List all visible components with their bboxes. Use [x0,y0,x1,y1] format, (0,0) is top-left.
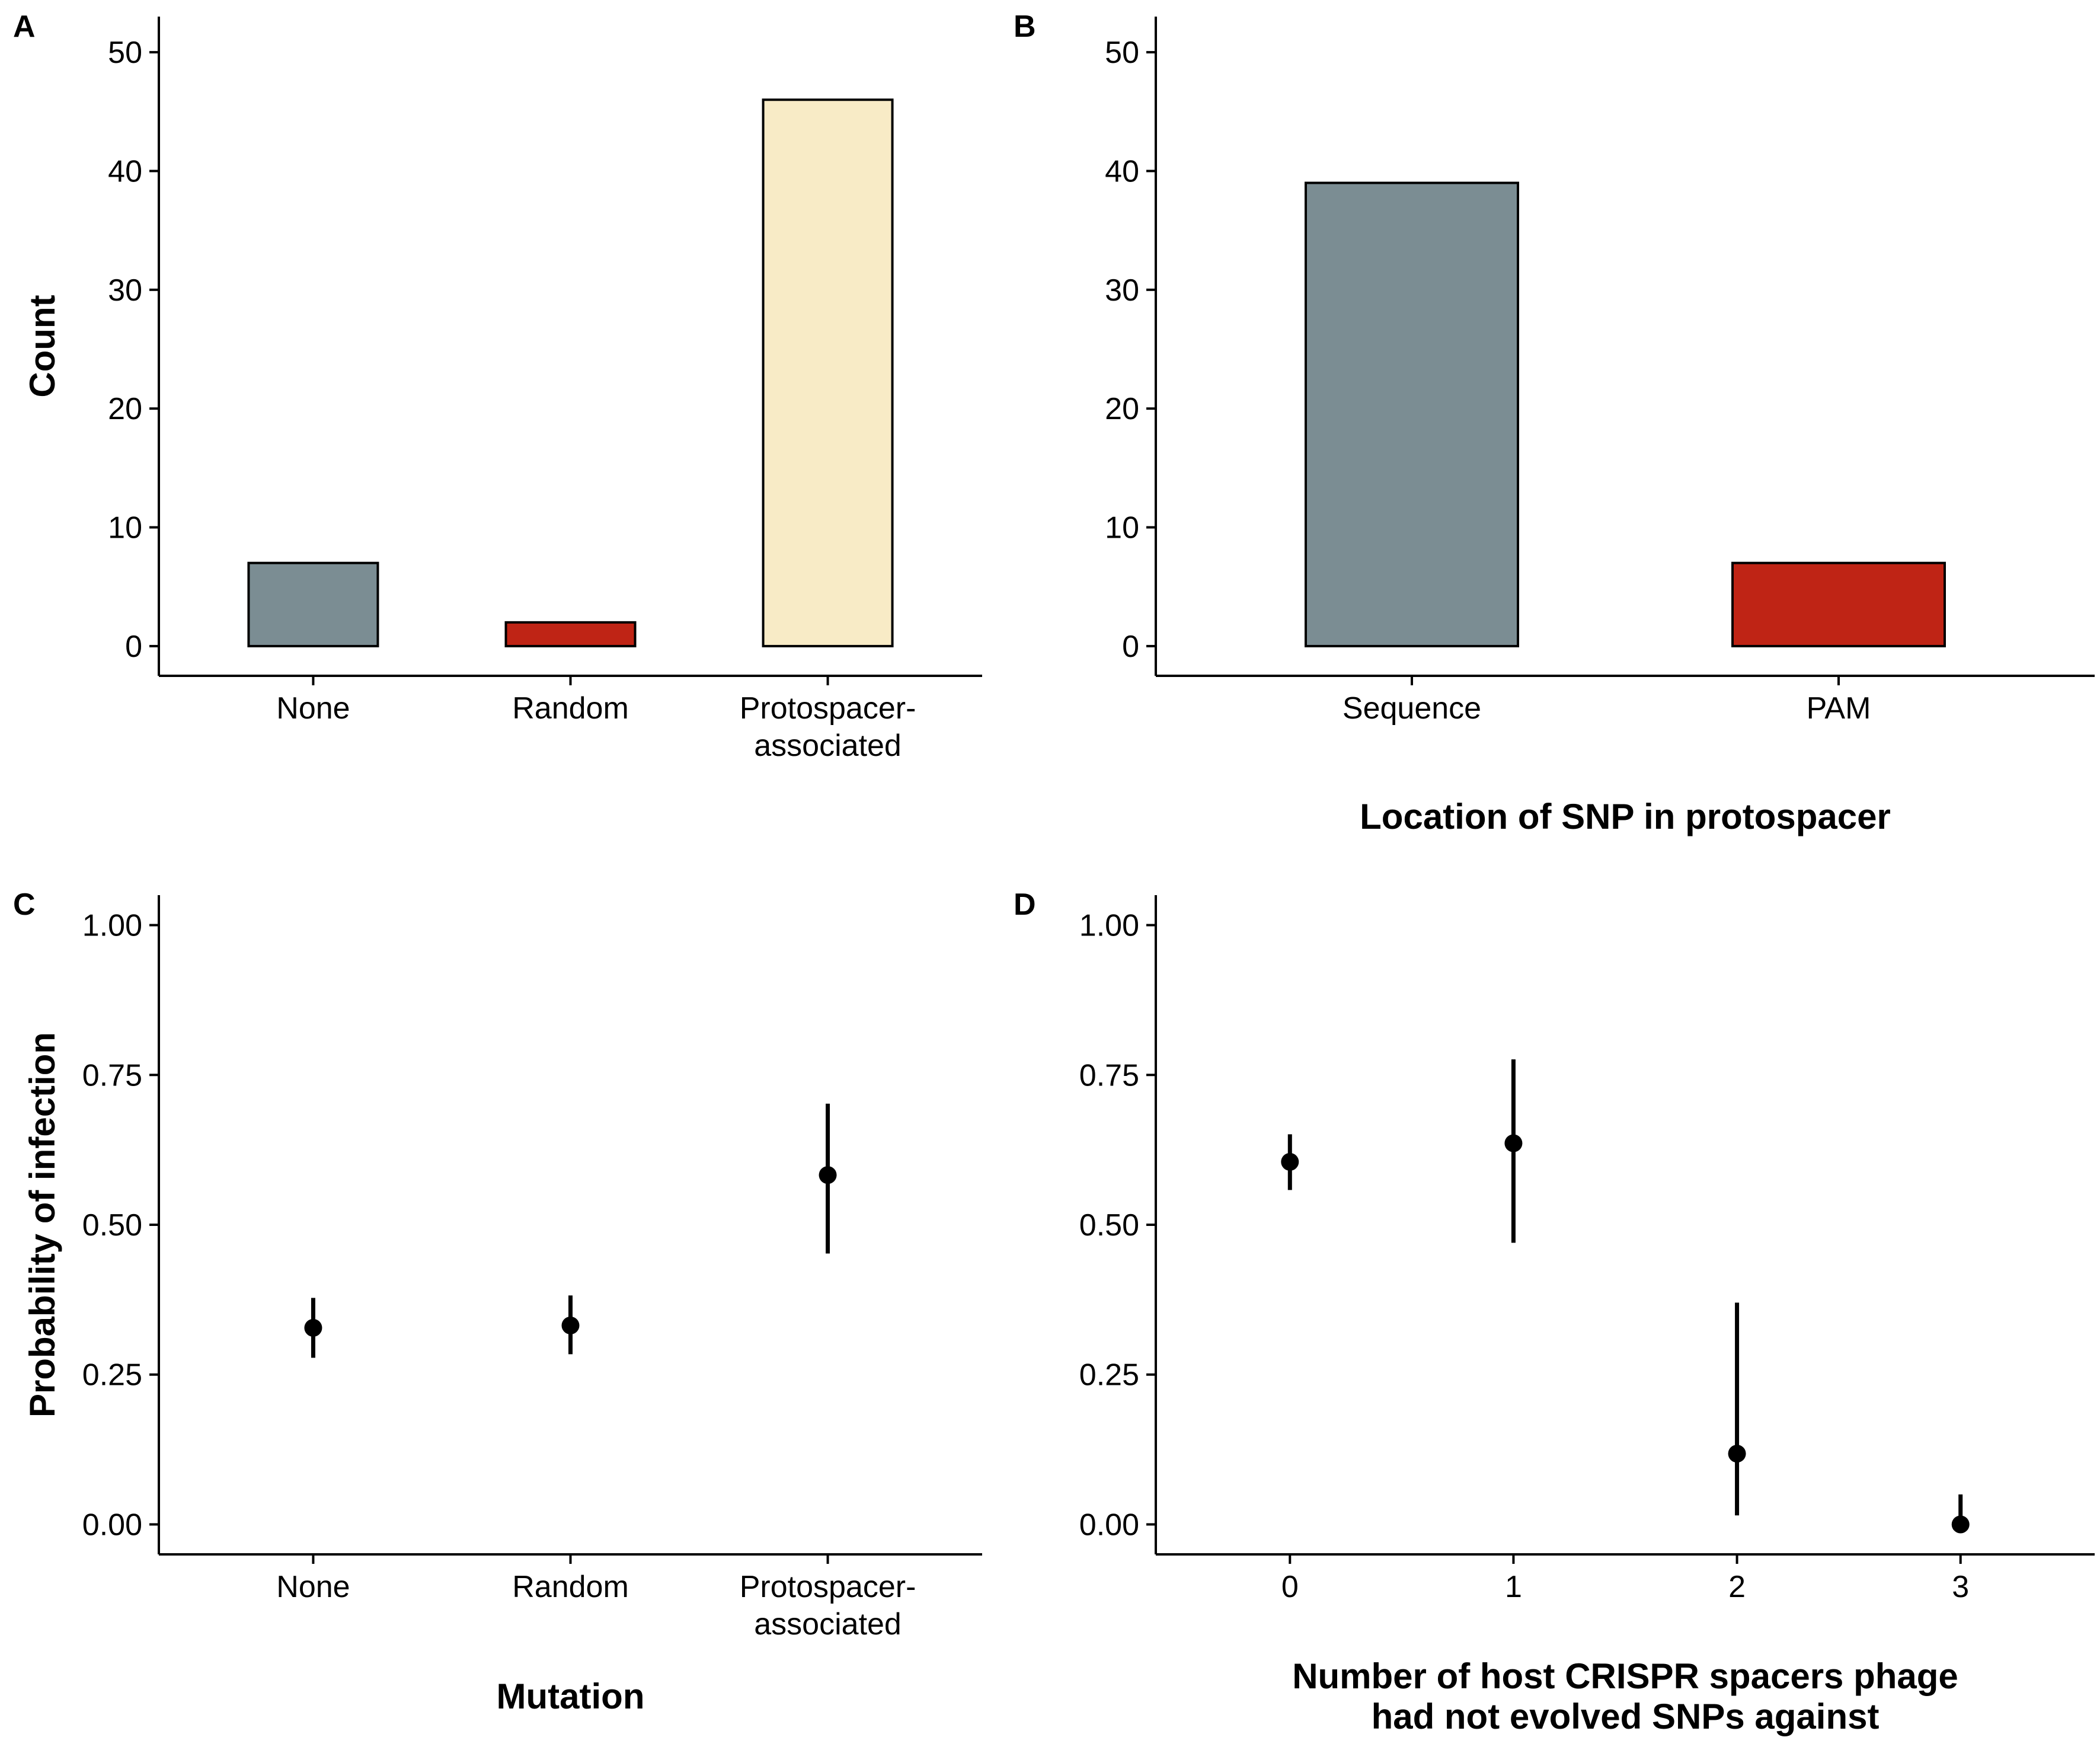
x-tick-label: 2 [1728,1570,1746,1604]
data-point [1504,1134,1523,1152]
bar [762,98,894,647]
bar [1305,181,1519,647]
y-tick-label: 40 [1105,154,1139,189]
panel-label: D [1014,887,1036,922]
x-tick-label: None [276,691,350,726]
data-point [304,1318,322,1337]
x-tick-label: Protospacer-associated [740,1570,916,1642]
y-tick-label: 20 [108,392,142,426]
panel-c: C 0.00 0.25 0.50 0.75 1.00 None Random Protospac… [13,887,982,1716]
y-tick-label: 30 [108,273,142,308]
panel-d: D 0.00 0.25 0.50 0.75 1.00 0 1 2 3 Number of host … [1014,887,2095,1736]
y-tick-label: 0.25 [1079,1358,1139,1393]
y-tick-label: 10 [1105,511,1139,545]
data-point [819,1166,837,1184]
data-point [561,1316,580,1334]
y-tick-label: 0.50 [1079,1208,1139,1243]
y-tick-label: 40 [108,154,142,189]
x-axis-title: Location of SNP in protospacer [1360,797,1891,836]
x-tick-label: Sequence [1343,691,1481,726]
x-axis-title: Number of host CRISPR spacers phage had n… [1292,1656,1958,1736]
y-tick-label: 0.00 [1079,1508,1139,1542]
data-point [1728,1445,1746,1463]
y-tick-label: 10 [108,511,142,545]
y-axis-title: Probability of infection [23,1032,62,1417]
data-point [1951,1515,1970,1534]
y-tick-label: 0.75 [1079,1058,1139,1093]
x-tick-label: 0 [1281,1570,1299,1604]
panel-b: B 0 10 20 30 40 50 Sequence PAM Location of SNP i… [1014,9,2095,836]
y-tick-label: 0 [1122,630,1139,664]
y-tick-label: 50 [1105,36,1139,70]
x-tick-label: 3 [1952,1570,1969,1604]
x-tick-label: 1 [1505,1570,1522,1604]
bar [247,561,379,647]
x-tick-label: Random [512,691,629,726]
y-axis-title: Count [23,295,62,397]
bar [1731,561,1946,647]
y-tick-label: 0.25 [82,1358,142,1393]
y-tick-label: 50 [108,36,142,70]
y-tick-label: 30 [1105,273,1139,308]
y-tick-label: 0.50 [82,1208,142,1243]
x-tick-label: Protospacer-associated [740,691,916,763]
x-tick-label: None [276,1570,350,1604]
y-tick-label: 0.00 [82,1508,142,1542]
panel-label: A [13,9,36,44]
x-tick-label: Random [512,1570,629,1604]
bar [504,621,637,647]
x-tick-label: PAM [1807,691,1871,726]
panel-a: A 0 10 20 30 40 50 None Random Protospacer-associ… [13,9,982,763]
y-tick-label: 0 [125,630,142,664]
y-tick-label: 1.00 [1079,909,1139,943]
data-point [1281,1152,1299,1171]
panel-label: B [1014,9,1036,44]
y-tick-label: 1.00 [82,909,142,943]
y-tick-label: 0.75 [82,1058,142,1093]
panel-label: C [13,887,36,922]
x-axis-title: Mutation [497,1676,645,1716]
y-tick-label: 20 [1105,392,1139,426]
